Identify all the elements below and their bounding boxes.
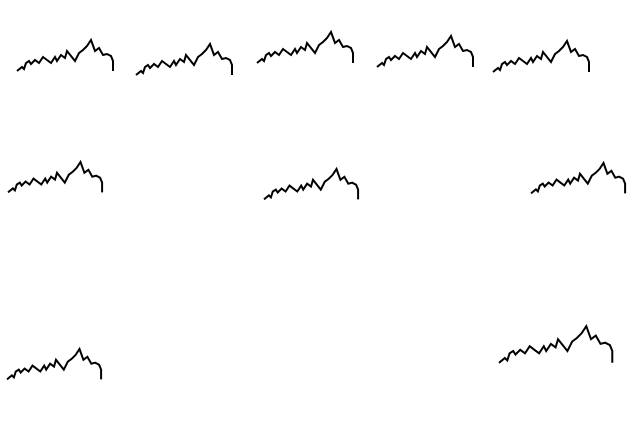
squiggle-row1-4 bbox=[376, 33, 474, 68]
squiggle-row1-3 bbox=[256, 29, 354, 64]
squiggle-row2-2 bbox=[263, 166, 360, 201]
squiggle-row3-1 bbox=[6, 346, 103, 381]
squiggle-row1-1 bbox=[16, 37, 114, 72]
squiggle-row2-1 bbox=[7, 159, 104, 194]
squiggle-row1-5 bbox=[492, 38, 590, 73]
squiggle-row3-2 bbox=[498, 323, 614, 364]
squiggle-row1-2 bbox=[135, 41, 233, 76]
squiggle-row2-3 bbox=[530, 160, 627, 195]
squiggle-layer bbox=[6, 29, 627, 381]
